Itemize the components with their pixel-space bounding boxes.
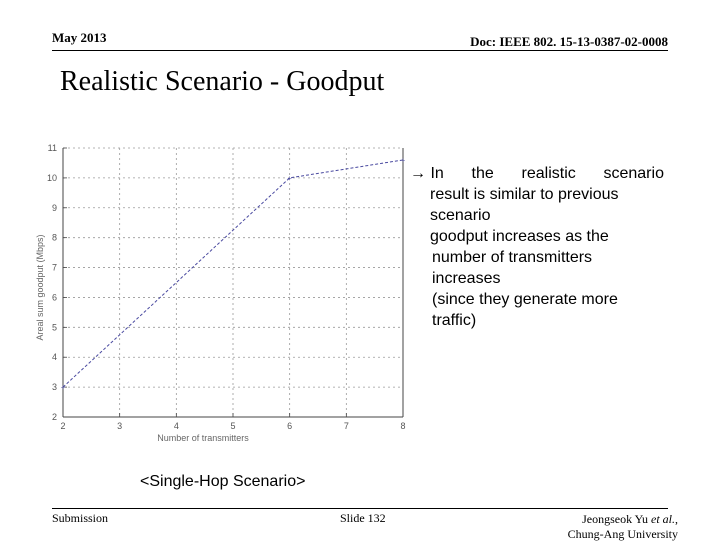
bullet-line-2: result is similar to previous scenario	[430, 186, 619, 224]
x-tick-label: 7	[344, 421, 349, 431]
y-axis-label: Areal sum goodput (Mbps)	[35, 234, 45, 340]
y-tick-label: 10	[47, 173, 57, 183]
footer-author-name: Jeongseok Yu et al.,	[582, 512, 678, 526]
bullet-word: scenario	[603, 165, 664, 182]
footer-slide-number: Slide 132	[340, 511, 386, 525]
x-tick-label: 4	[174, 421, 179, 431]
y-tick-label: 9	[52, 203, 57, 213]
bullet-line-3: goodput increases as the	[430, 228, 609, 245]
y-tick-label: 6	[52, 292, 57, 302]
chart-grid	[62, 147, 404, 418]
data-point: +	[287, 174, 292, 183]
slide-title: Realistic Scenario - Goodput	[60, 66, 385, 97]
footer-divider	[52, 508, 668, 509]
footer-organization: Chung-Ang University	[567, 527, 678, 541]
y-tick-labels: 2 3 4 5 6 7 8 9 10 11	[47, 143, 57, 422]
bullet-word: realistic	[521, 165, 576, 182]
header-date: May 2013	[52, 30, 107, 45]
data-point: +	[401, 156, 406, 165]
x-tick-label: 5	[230, 421, 235, 431]
y-tick-label: 5	[52, 322, 57, 332]
bullet-line-4: number of transmitters increases	[432, 249, 593, 287]
footer-submission: Submission	[52, 511, 109, 525]
x-tick-label: 8	[400, 421, 405, 431]
arrow-icon: →	[410, 165, 426, 182]
header-doc-number: Doc: IEEE 802. 15-13-0387-02-0008	[470, 34, 668, 49]
bullet-line-5: (since they generate more traffic)	[432, 291, 618, 329]
bullet-line-1: → In the realistic scenario	[410, 163, 664, 184]
y-tick-label: 8	[52, 233, 57, 243]
bullet-word: the	[471, 165, 494, 182]
y-tick-label: 3	[52, 382, 57, 392]
y-tick-label: 4	[52, 352, 57, 362]
bullet-text: → In the realistic scenario result is si…	[410, 163, 664, 331]
series-line	[62, 159, 404, 388]
data-point: +	[61, 383, 66, 392]
y-tick-label: 2	[52, 412, 57, 422]
header-divider	[52, 50, 668, 51]
y-tick-label: 7	[52, 263, 57, 273]
bullet-first: → In	[410, 163, 444, 184]
x-tick-label: 2	[60, 421, 65, 431]
footer-author: Jeongseok Yu et al., Chung-Ang Universit…	[568, 512, 678, 542]
chart-series: + + +	[61, 156, 406, 392]
x-tick-labels: 2 3 4 5 6 7 8	[60, 421, 405, 431]
chart-caption: <Single-Hop Scenario>	[140, 473, 306, 490]
bullet-word: In	[430, 165, 444, 182]
chart-axes	[62, 147, 404, 418]
x-tick-label: 6	[287, 421, 292, 431]
x-axis-label: Number of transmitters	[157, 433, 249, 443]
x-tick-label: 3	[117, 421, 122, 431]
goodput-chart: 2 3 4 5 6 7 8 9 10 11 2 3 4 5 6 7 8 + + + Number of trans…	[35, 143, 406, 443]
y-tick-label: 11	[48, 143, 57, 153]
